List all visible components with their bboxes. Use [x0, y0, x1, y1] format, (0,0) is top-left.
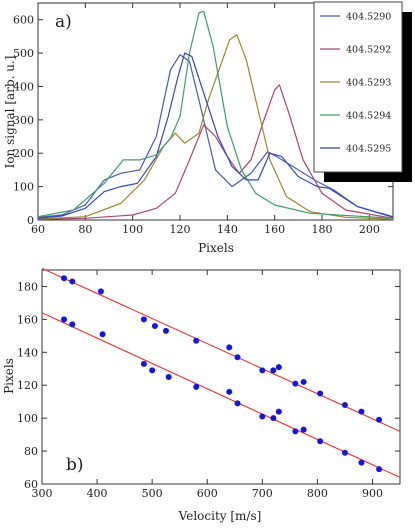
legend-label-1: 404.5290 — [346, 12, 391, 23]
scatter-point — [292, 380, 299, 387]
scatter-point — [234, 400, 241, 407]
x-tick-label: 180 — [312, 223, 333, 236]
x-tick-label: 300 — [32, 487, 53, 500]
scatter-point — [149, 367, 156, 374]
scatter-point — [193, 337, 200, 344]
scatter-point — [226, 388, 233, 395]
chart-a-legend: 404.5290 404.5292 404.5293 404.5294 404.5295 — [320, 12, 391, 155]
scatter-point — [97, 288, 104, 295]
x-tick-label: 100 — [122, 223, 143, 236]
y-tick-label: 180 — [17, 280, 38, 293]
y-tick-label: 140 — [17, 346, 38, 359]
y-tick-label: 80 — [24, 445, 38, 458]
scatter-point — [275, 408, 282, 415]
scatter-point — [270, 367, 277, 374]
scatter-point — [69, 321, 76, 328]
x-tick-label: 500 — [142, 487, 163, 500]
chart-b-panel-label: b) — [66, 455, 84, 475]
scatter-point — [165, 374, 172, 380]
x-tick-label: 600 — [197, 487, 218, 500]
fit-line-1 — [41, 267, 401, 432]
scatter-point — [341, 401, 348, 408]
x-tick-label: 700 — [252, 487, 273, 500]
y-tick-label: 600 — [13, 14, 34, 27]
chart-a: 60 80 100 120 140 160 180 200 0 100 200 300 400 500 60… — [3, 1, 412, 255]
legend-label-5: 404.5295 — [346, 144, 391, 155]
chart-b-xlabel: Velocity [m/s] — [178, 509, 262, 523]
series-line-5 — [37, 52, 394, 219]
legend-label-4: 404.5294 — [346, 111, 391, 122]
scatter-point — [317, 390, 324, 397]
scatter-point — [300, 378, 307, 385]
x-tick-label: 140 — [217, 223, 238, 236]
chart-b-points — [61, 275, 383, 473]
chart-a-ticks: 60 80 100 120 140 160 180 200 0 100 200 300 400 500 60… — [13, 3, 393, 236]
chart-b: 300 400 500 600 700 800 900 60 80 100 120 140 160 180… — [2, 267, 401, 523]
chart-a-panel-label: a) — [55, 12, 72, 32]
chart-a-ylabel: Ion signal [arb. u.] — [3, 56, 17, 169]
y-tick-label: 400 — [13, 80, 34, 93]
y-tick-label: 500 — [13, 47, 34, 60]
scatter-point — [162, 327, 169, 334]
scatter-point — [358, 459, 365, 466]
scatter-point — [99, 331, 106, 338]
chart-b-frame — [41, 269, 401, 485]
x-tick-label: 80 — [78, 223, 92, 236]
y-tick-label: 60 — [24, 478, 38, 491]
chart-b-ticks: 300 400 500 600 700 800 900 60 80 100 120 140 160 180 — [17, 270, 400, 500]
chart-a-series — [37, 10, 394, 220]
legend-label-3: 404.5293 — [346, 78, 391, 89]
scatter-point — [275, 364, 282, 371]
scatter-point — [376, 416, 383, 423]
y-tick-label: 300 — [13, 114, 34, 127]
scatter-point — [376, 466, 383, 473]
scatter-point — [140, 360, 147, 367]
scatter-point — [234, 354, 241, 361]
y-tick-label: 0 — [27, 214, 34, 227]
legend-box — [313, 1, 403, 173]
series-line-4 — [37, 10, 394, 219]
y-tick-label: 100 — [13, 181, 34, 194]
chart-b-fit-lines — [41, 267, 401, 478]
x-tick-label: 200 — [359, 223, 380, 236]
scatter-point — [151, 322, 158, 329]
y-tick-label: 100 — [17, 412, 38, 425]
series-line-3 — [37, 34, 394, 220]
scatter-point — [317, 438, 324, 445]
scatter-point — [226, 344, 233, 351]
scatter-point — [140, 316, 147, 323]
y-tick-label: 200 — [13, 147, 34, 160]
y-tick-label: 160 — [17, 313, 38, 326]
x-tick-label: 900 — [362, 487, 383, 500]
legend-label-2: 404.5292 — [346, 45, 391, 56]
x-tick-label: 800 — [307, 487, 328, 500]
scatter-point — [61, 316, 68, 323]
scatter-point — [259, 367, 266, 374]
scatter-point — [358, 408, 365, 415]
scatter-point — [292, 428, 299, 435]
chart-a-xlabel: Pixels — [198, 241, 234, 255]
x-tick-label: 400 — [87, 487, 108, 500]
chart-b-ylabel: Pixels — [2, 358, 16, 394]
scatter-point — [300, 426, 307, 433]
scatter-point — [270, 415, 277, 422]
x-tick-label: 60 — [31, 223, 45, 236]
scatter-point — [341, 449, 348, 456]
scatter-point — [259, 413, 266, 420]
scatter-point — [193, 383, 200, 390]
x-tick-label: 160 — [264, 223, 285, 236]
series-line-1 — [37, 54, 394, 218]
x-tick-label: 120 — [170, 223, 191, 236]
scatter-point — [61, 275, 68, 282]
scatter-point — [69, 278, 76, 285]
fit-line-2 — [41, 312, 401, 478]
y-tick-label: 120 — [17, 379, 38, 392]
